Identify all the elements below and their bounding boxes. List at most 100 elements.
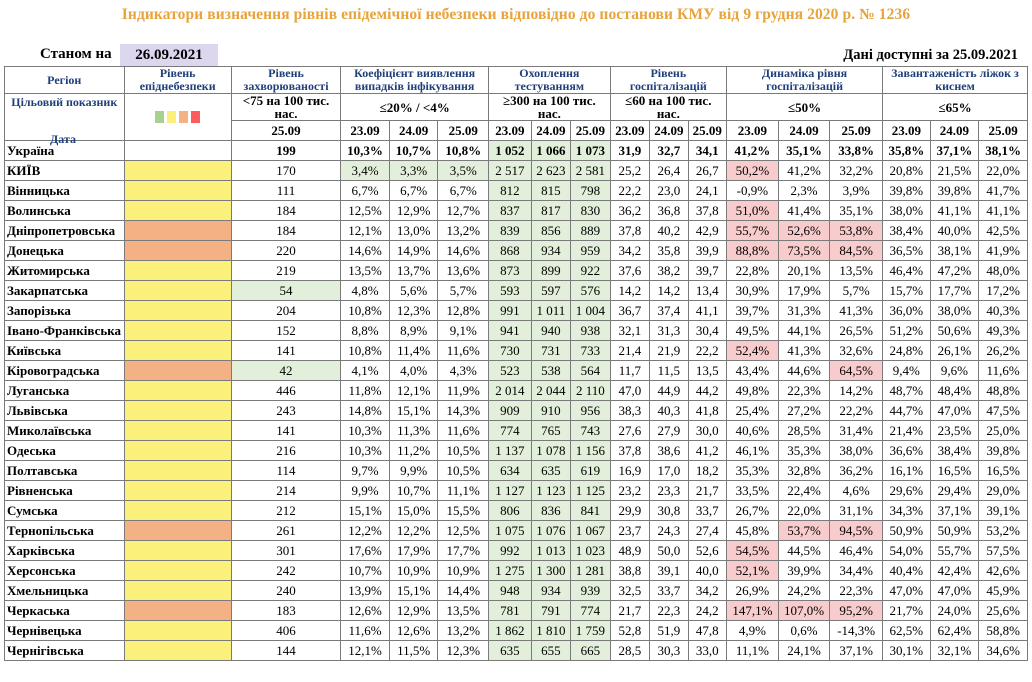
detection-value: 11,3% xyxy=(388,420,439,441)
detection-value: 10,8% xyxy=(340,340,390,361)
morbidity-value: 170 xyxy=(230,160,342,181)
testing-value: 765 xyxy=(530,420,572,441)
hosp-value: 50,0 xyxy=(649,540,689,561)
dyn-value: 46,1% xyxy=(726,440,779,461)
region-name: Кіровоградська xyxy=(4,360,125,381)
detection-value: 9,9% xyxy=(340,480,390,501)
danger-level-cell xyxy=(123,280,232,301)
detection-value: 13,5% xyxy=(437,600,490,621)
beds-value: 16,5% xyxy=(978,460,1028,481)
detection-value: 17,6% xyxy=(340,540,390,561)
testing-value: 830 xyxy=(570,200,611,221)
detection-value: 14,4% xyxy=(437,580,490,601)
danger-level-cell xyxy=(123,620,232,641)
target-detection: ≤20% / <4% xyxy=(340,93,490,121)
region-name: Хмельницька xyxy=(4,580,125,601)
region-name: Миколаївська xyxy=(4,420,125,441)
dyn-value: 5,7% xyxy=(829,280,884,301)
beds-value: 36,6% xyxy=(882,440,931,461)
hosp-value: 37,8 xyxy=(609,440,651,461)
beds-value: 53,2% xyxy=(978,520,1028,541)
detection-value: 12,5% xyxy=(437,520,490,541)
beds-value: 39,8% xyxy=(929,180,980,201)
beds-value: 48,0% xyxy=(978,260,1028,281)
beds-value: 32,1% xyxy=(929,640,980,661)
dyn-value: 28,5% xyxy=(777,420,831,441)
beds-value: 38,1% xyxy=(929,240,980,261)
testing-value: 836 xyxy=(530,500,572,521)
detection-value: 14,6% xyxy=(340,240,390,261)
detection-value: 3,4% xyxy=(340,160,390,181)
beds-value: 29,4% xyxy=(929,480,980,501)
testing-value: 839 xyxy=(488,220,532,241)
danger-level-cell xyxy=(123,420,232,441)
detection-value: 15,1% xyxy=(388,400,439,421)
testing-value: 538 xyxy=(530,360,572,381)
table-body: Україна 199 10,3% 10,7% 10,8% 1 052 1 066 1 073… xyxy=(4,140,1028,661)
dyn-value: 41,3% xyxy=(777,340,831,361)
dyn-value: 39,7% xyxy=(726,300,779,321)
detection-value: 14,6% xyxy=(437,240,490,261)
beds-value: 44,7% xyxy=(882,400,931,421)
danger-level-cell xyxy=(123,180,232,201)
beds-value: 29,0% xyxy=(978,480,1028,501)
detection-value: 6,7% xyxy=(388,180,439,201)
hosp-value: 17,0 xyxy=(649,460,689,481)
detection-value: 12,3% xyxy=(437,640,490,661)
dyn-value: 107,0% xyxy=(777,600,831,621)
table-row: Луганська 446 11,8% 12,1% 11,9% 2 014 2 044 2 1… xyxy=(4,380,1028,401)
hosp-value: 36,8 xyxy=(649,200,689,221)
morbidity-value: 446 xyxy=(230,380,342,401)
danger-level-cell xyxy=(123,400,232,421)
hosp-value: 36,2 xyxy=(609,200,651,221)
table-row: Кіровоградська 42 4,1% 4,0% 4,3% 523 538 564 11,… xyxy=(4,360,1028,381)
table-row: Хмельницька 240 13,9% 15,1% 14,4% 948 934 939 32… xyxy=(4,580,1028,601)
testing-value: 956 xyxy=(570,400,611,421)
legend-swatch-green xyxy=(155,111,165,123)
indicators-table: Регіон Рівень епіднебезпеки Рівень захво… xyxy=(4,66,1028,661)
hosp-value: 39,7 xyxy=(687,260,728,281)
testing-value: 1 075 xyxy=(488,520,532,541)
table-row: Київська 141 10,8% 11,4% 11,6% 730 731 733 21,4 2… xyxy=(4,340,1028,361)
detection-value: 10,3% xyxy=(340,140,390,161)
region-name: Сумська xyxy=(4,500,125,521)
testing-value: 798 xyxy=(570,180,611,201)
testing-value: 1 127 xyxy=(488,480,532,501)
dyn-value: 33,5% xyxy=(726,480,779,501)
detection-value: 11,8% xyxy=(340,380,390,401)
beds-value: 37,1% xyxy=(929,500,980,521)
hosp-value: 24,1 xyxy=(687,180,728,201)
date-hosp-2: 24.09 xyxy=(649,120,689,141)
dyn-value: 84,5% xyxy=(829,240,884,261)
detection-value: 11,6% xyxy=(437,340,490,361)
hosp-value: 24,3 xyxy=(649,520,689,541)
beds-value: 49,3% xyxy=(978,320,1028,341)
testing-value: 909 xyxy=(488,400,532,421)
morbidity-value: 111 xyxy=(230,180,342,201)
table-row: Житомирська 219 13,5% 13,7% 13,6% 873 899 922 37… xyxy=(4,260,1028,281)
beds-value: 47,2% xyxy=(929,260,980,281)
dyn-value: 25,4% xyxy=(726,400,779,421)
dyn-value: 41,2% xyxy=(777,160,831,181)
dyn-value: 52,4% xyxy=(726,340,779,361)
hosp-value: 47,0 xyxy=(609,380,651,401)
detection-value: 9,9% xyxy=(388,460,439,481)
dyn-value: 39,9% xyxy=(777,560,831,581)
dyn-value: 147,1% xyxy=(726,600,779,621)
testing-value: 791 xyxy=(530,600,572,621)
morbidity-value: 214 xyxy=(230,480,342,501)
dyn-value: 49,8% xyxy=(726,380,779,401)
beds-value: 24,8% xyxy=(882,340,931,361)
hosp-value: 22,3 xyxy=(649,600,689,621)
region-name: Харківська xyxy=(4,540,125,561)
beds-value: 50,6% xyxy=(929,320,980,341)
beds-value: 41,1% xyxy=(978,200,1028,221)
target-testing: ≥300 на 100 тис. нас. xyxy=(488,93,611,121)
dyn-value: 73,5% xyxy=(777,240,831,261)
hosp-value: 52,8 xyxy=(609,620,651,641)
region-name: Тернопільська xyxy=(4,520,125,541)
detection-value: 15,1% xyxy=(340,500,390,521)
morbidity-value: 141 xyxy=(230,340,342,361)
testing-value: 2 014 xyxy=(488,380,532,401)
detection-value: 14,3% xyxy=(437,400,490,421)
